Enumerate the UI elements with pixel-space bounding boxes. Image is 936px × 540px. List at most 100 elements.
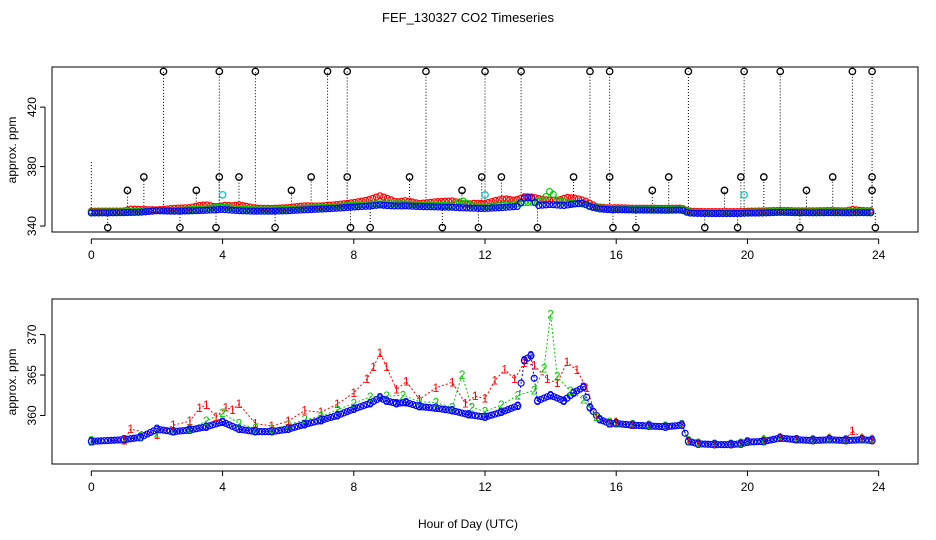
top-series-3-marker [170,207,178,215]
series-2-point-label: 2 [662,419,669,433]
top-series-3-marker [394,202,402,210]
spike-mid-marker [215,173,224,181]
series-3-circle-marker [412,401,420,410]
series-2-point-label: 2 [186,422,193,436]
top-series-3-marker [791,209,799,217]
series-2-point-label: 2 [744,434,751,448]
series-3-circle-marker [779,434,788,443]
series-3-circle-marker [766,436,774,444]
series-3-circle-marker [510,403,519,411]
top-series-3-marker [719,209,727,218]
top-series-3-marker [242,207,251,215]
series-2-point-label: 2 [498,398,505,412]
top-series-1-marker [546,196,554,204]
series-3-point-label: 3 [685,434,692,448]
top-series-3-marker [325,205,334,213]
series-3-point-label: 3 [534,394,541,408]
series-3-circle-marker [402,398,410,407]
top-y-tick-label: 420 [25,97,39,117]
bottom-y-tick-label: 360 [25,405,39,425]
top-series-3-marker [268,207,276,215]
series-3-circle-marker [671,422,679,430]
top-x-tick-label: 8 [350,248,357,262]
top-series-3-marker [845,209,853,217]
spike-low-marker [632,223,640,232]
series-3-circle-marker [665,422,673,431]
series-1-point-label: 1 [826,431,833,445]
spike-low-marker [438,223,447,232]
series-3-point-label: 3 [301,417,308,431]
series-3-circle-marker [684,437,692,445]
top-series-2-marker [491,202,500,210]
series-3-point-label: 3 [88,434,95,448]
series-3-point-label: 3 [367,396,374,410]
top-series-3-marker [253,207,261,215]
bottom-x-axis-label: Hour of Day (UTC) [418,517,518,531]
series-3-circle-marker [294,422,302,430]
series-1-point-label: 1 [170,418,177,432]
top-series-3-marker [257,207,265,215]
series-2-point-label: 2 [738,436,745,450]
spike-high-marker [868,67,876,76]
series-1-point-label: 1 [154,428,161,442]
top-series-3-marker [769,209,777,217]
series-3-circle-marker [320,415,328,423]
spike-bump-marker [287,186,296,195]
series-3-point-label: 3 [760,434,767,448]
spike-mid-marker [235,173,243,181]
series-3-point-label: 3 [613,417,620,431]
top-series-1-marker [585,199,593,207]
series-3-circle-marker [455,408,463,416]
series-3-circle-marker [218,418,227,426]
series-1-point-label: 1 [531,358,538,372]
top-series-2-marker [463,199,471,207]
top-series-3-marker [610,206,619,214]
series-3-point-label: 3 [810,434,817,448]
spike-mid-marker [737,173,745,181]
series-1-point-label: 1 [318,405,325,419]
series-2-point-label: 2 [367,390,374,404]
series-3-point-label: 3 [728,438,735,452]
bottom-y-axis-label: approx. ppm [5,349,19,416]
cyan-marker [740,190,748,199]
top-series-3-marker [520,194,528,202]
top-series-3-marker [123,208,132,217]
series-3-point-label: 3 [528,349,535,363]
top-series-3-marker [737,209,745,218]
spike-low-marker [103,223,112,232]
series-2-point-label: 2 [137,430,144,444]
series-3-circle-marker [199,423,207,432]
series-1-point-label: 1 [364,372,371,386]
spike-low-marker [474,223,483,232]
series-2-point-label: 2 [350,396,357,410]
spike-bump-marker [192,186,201,195]
top-y-axis-label: approx. ppm [5,117,19,184]
series-3-point-label: 3 [416,400,423,414]
series-3-circle-marker [304,419,312,428]
series-3-circle-marker [514,402,522,410]
series-2-point-label: 2 [859,432,866,446]
top-series-3-marker [127,208,135,217]
series-2-point-label: 2 [728,437,735,451]
series-3-point-label: 3 [432,401,439,415]
series-3-circle-marker [481,413,489,421]
series-3-point-label: 3 [465,408,472,422]
top-series-2-marker [527,198,536,206]
spike-high-marker [740,67,748,76]
top-series-3-marker [567,200,575,209]
series-3-circle-marker [245,427,253,435]
series-3-circle-marker [491,410,499,418]
top-y-tick-label: 340 [25,216,39,236]
top-series-3-marker [477,204,485,213]
top-series-3-marker [751,209,759,217]
top-series-3-marker [156,207,164,215]
top-series-3-marker [311,205,319,213]
top-series-3-marker [585,202,593,210]
spike-low-marker [796,223,804,232]
top-series-3-marker [564,201,572,209]
top-series-2-marker [473,202,482,210]
top-series-3-marker [809,209,817,217]
series-3-circle-marker [553,394,561,402]
series-1-point-label: 1 [869,432,876,446]
series-3-point-label: 3 [793,433,800,447]
